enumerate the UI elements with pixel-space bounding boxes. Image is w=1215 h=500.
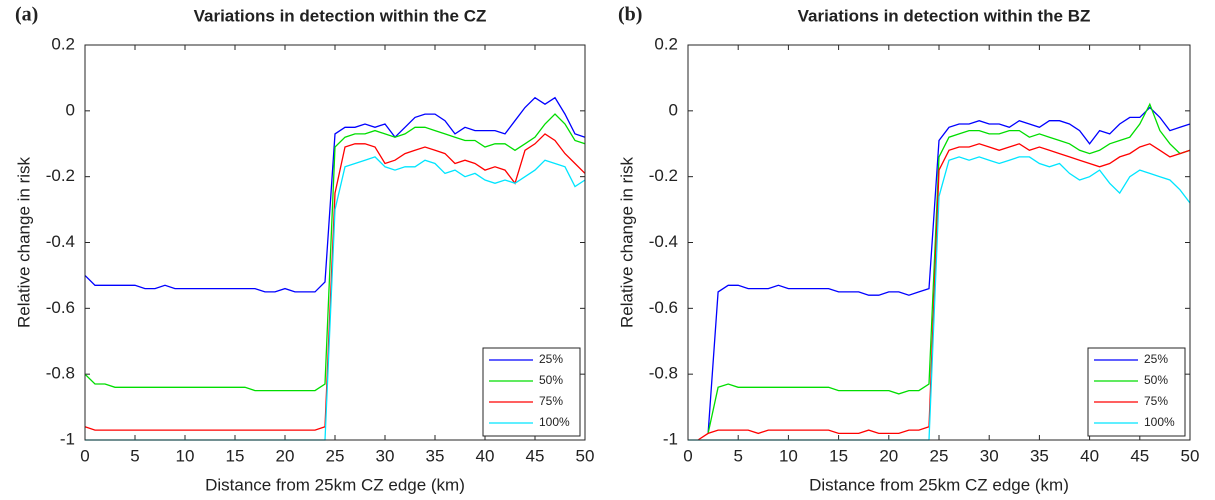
- x-tick-label: 35: [426, 446, 445, 465]
- series-line: [697, 143, 1191, 441]
- x-tick-label: 50: [1181, 446, 1200, 465]
- x-tick-label: 50: [576, 446, 595, 465]
- y-tick-label: -0.6: [46, 298, 75, 317]
- series-line: [84, 113, 586, 392]
- y-tick-label: 0: [669, 100, 678, 119]
- legend-label: 25%: [1144, 352, 1168, 366]
- y-tick-label: -0.4: [649, 232, 678, 251]
- y-axis-label: Relative change in risk: [14, 156, 33, 328]
- legend-label: 100%: [1144, 415, 1175, 429]
- y-tick-label: 0: [66, 100, 75, 119]
- x-tick-label: 40: [476, 446, 495, 465]
- x-tick-label: 35: [1030, 446, 1049, 465]
- legend-label: 50%: [539, 373, 563, 387]
- y-tick-label: -0.2: [649, 166, 678, 185]
- legend-label: 50%: [1144, 373, 1168, 387]
- x-axis-label: Distance from 25km CZ edge (km): [809, 475, 1069, 494]
- legend-box: [482, 347, 581, 437]
- series-line: [84, 96, 586, 293]
- x-tick-label: 25: [326, 446, 345, 465]
- x-tick-label: 5: [733, 446, 742, 465]
- panel-label: (a): [15, 4, 38, 26]
- x-tick-label: 45: [526, 446, 545, 465]
- panel-label: (b): [618, 4, 642, 26]
- x-tick-label: 15: [829, 446, 848, 465]
- x-tick-label: 0: [80, 446, 89, 465]
- legend-box: [1087, 347, 1186, 437]
- y-tick-label: 0.2: [654, 34, 678, 53]
- y-tick-label: -1: [663, 429, 678, 448]
- x-tick-label: 30: [980, 446, 999, 465]
- y-tick-label: -0.6: [649, 298, 678, 317]
- y-tick-label: 0.2: [51, 34, 75, 53]
- legend-label: 25%: [539, 352, 563, 366]
- x-tick-label: 0: [683, 446, 692, 465]
- axes-box: [687, 44, 1191, 441]
- chart-title: Variations in detection within the BZ: [798, 6, 1091, 25]
- legend-label: 75%: [1144, 394, 1168, 408]
- legend-label: 75%: [539, 394, 563, 408]
- axes-box: [84, 44, 586, 441]
- x-tick-label: 5: [130, 446, 139, 465]
- series-line: [84, 133, 586, 431]
- x-axis-label: Distance from 25km CZ edge (km): [205, 475, 465, 494]
- y-tick-label: -0.8: [46, 364, 75, 383]
- series-line: [707, 102, 1191, 434]
- legend-label: 100%: [539, 415, 570, 429]
- x-tick-label: 40: [1080, 446, 1099, 465]
- y-tick-label: -0.2: [46, 166, 75, 185]
- x-tick-label: 10: [176, 446, 195, 465]
- x-tick-label: 15: [226, 446, 245, 465]
- y-tick-label: -0.8: [649, 364, 678, 383]
- x-tick-label: 25: [930, 446, 949, 465]
- x-tick-label: 45: [1130, 446, 1149, 465]
- y-tick-label: -1: [60, 429, 75, 448]
- x-tick-label: 20: [276, 446, 295, 465]
- x-tick-label: 20: [879, 446, 898, 465]
- x-tick-label: 30: [376, 446, 395, 465]
- y-tick-label: -0.4: [46, 232, 75, 251]
- x-tick-label: 10: [779, 446, 798, 465]
- series-line: [707, 106, 1191, 434]
- y-axis-label: Relative change in risk: [617, 156, 636, 328]
- chart-title: Variations in detection within the CZ: [194, 6, 487, 25]
